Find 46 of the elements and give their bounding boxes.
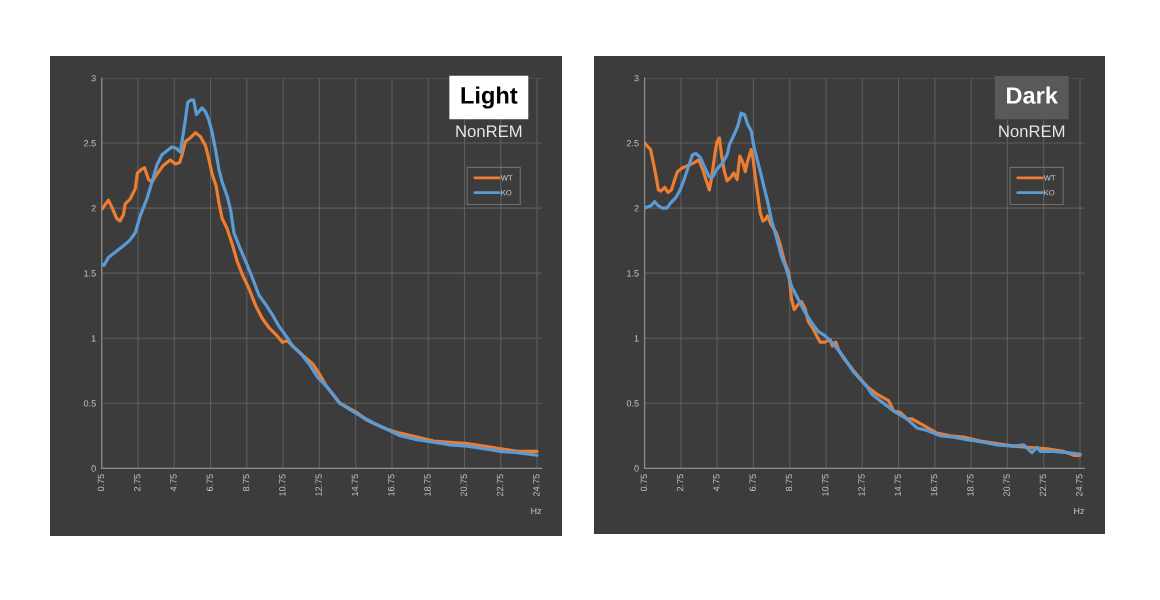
x-tick-label: 2.75 [676, 474, 684, 491]
x-tick-label: 22.75 [496, 474, 504, 496]
y-tick-label: 0 [634, 465, 639, 472]
x-tick-label: 22.75 [1039, 474, 1047, 496]
x-tick-label: 8.75 [242, 474, 250, 492]
x-axis-title: Hz [531, 507, 542, 515]
x-tick-label: 4.75 [713, 474, 720, 492]
x-tick-label: 20.75 [460, 474, 467, 496]
x-tick-label: 0.75 [97, 474, 105, 492]
text: NonREM [999, 125, 1065, 138]
y-tick-label: 2.5 [626, 140, 639, 147]
y-tick-label: 1 [634, 335, 639, 342]
x-tick-label: 10.75 [279, 474, 286, 496]
x-tick-label: 12.75 [858, 474, 865, 496]
x-tick-label: 18.75 [967, 474, 974, 496]
x-tick-label: 14.75 [894, 474, 901, 496]
y-tick-label: 2 [91, 205, 96, 212]
chart-title: Light [461, 86, 518, 109]
y-tick-label: 1.5 [84, 270, 96, 277]
x-tick-label: 8.75 [785, 474, 793, 492]
x-tick-label: 16.75 [387, 474, 395, 496]
text: NonREM [456, 125, 522, 138]
x-tick-label: 20.75 [1003, 474, 1010, 496]
y-tick-label: 1.5 [627, 270, 639, 277]
y-tick-label: 0.5 [626, 400, 639, 407]
x-tick-label: 6.75 [749, 474, 756, 491]
x-tick-label: 12.75 [315, 474, 322, 496]
x-tick-label: 24.75 [533, 474, 540, 496]
x-tick-label: 14.75 [351, 474, 359, 496]
x-tick-label: 4.75 [170, 474, 177, 492]
x-tick-label: 10.75 [822, 474, 829, 496]
x-axis-title: Hz [1074, 507, 1085, 515]
y-tick-label: 1 [91, 335, 96, 342]
y-tick-label: 3 [634, 74, 639, 82]
x-tick-label: 2.75 [134, 474, 141, 491]
y-tick-label: 2.5 [84, 140, 96, 147]
x-tick-label: 0.75 [640, 474, 648, 492]
x-tick-label: 6.75 [206, 474, 213, 491]
y-tick-label: 0.5 [83, 400, 96, 407]
chart-title: Dark [1007, 86, 1058, 104]
x-tick-label: 18.75 [424, 474, 431, 496]
y-tick-label: 0 [91, 465, 96, 472]
x-tick-label: 16.75 [930, 474, 938, 496]
x-tick-label: 24.75 [1076, 474, 1083, 496]
y-tick-label: 2 [634, 205, 639, 212]
y-tick-label: 3 [91, 74, 96, 82]
